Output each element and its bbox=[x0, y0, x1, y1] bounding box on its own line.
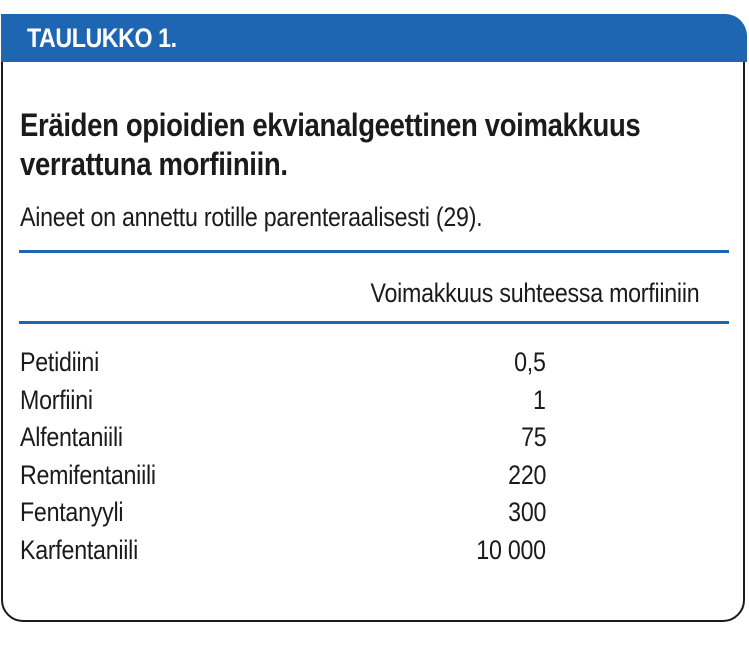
table-row: Alfentaniili 75 bbox=[20, 419, 546, 457]
opioid-name-cell: Alfentaniili bbox=[20, 422, 123, 452]
potency-value-cell: 10 000 bbox=[476, 534, 547, 565]
table-title-line-2: verrattuna morfiiniin. bbox=[20, 146, 288, 182]
opioid-name-cell: Petidiini bbox=[20, 347, 99, 377]
table-row: Petidiini 0,5 bbox=[20, 344, 546, 382]
header-rule-bottom bbox=[19, 321, 729, 324]
table-title-line-1: Eräiden opioidien ekvianalgeettinen voim… bbox=[20, 107, 641, 143]
potency-value-cell: 220 bbox=[508, 459, 546, 490]
table-row: Fentanyyli 300 bbox=[20, 494, 546, 532]
column-header-potency: Voimakkuus suhteessa morfiiniin bbox=[370, 278, 699, 308]
table-row: Morfiini 1 bbox=[20, 382, 546, 420]
table-row: Remifentaniili 220 bbox=[20, 457, 546, 495]
opioid-name-cell: Remifentaniili bbox=[20, 459, 156, 490]
table-subtitle: Aineet on annettu rotille parenteraalise… bbox=[20, 202, 483, 232]
table-row: Karfentaniili 10 000 bbox=[20, 532, 546, 570]
opioid-name-cell: Fentanyyli bbox=[20, 497, 124, 527]
table-tab-header: TAULUKKO 1. bbox=[1, 14, 747, 62]
table-title: Eräiden opioidien ekvianalgeettinen voim… bbox=[20, 106, 641, 184]
opioid-name-cell: Karfentaniili bbox=[20, 534, 138, 565]
potency-value-cell: 75 bbox=[520, 422, 547, 452]
table-number-label: TAULUKKO 1. bbox=[27, 22, 177, 53]
potency-value-cell: 1 bbox=[533, 384, 546, 415]
opioid-name-cell: Morfiini bbox=[20, 384, 93, 415]
header-rule-top bbox=[19, 250, 729, 253]
potency-value-cell: 0,5 bbox=[514, 347, 546, 377]
potency-value-cell: 300 bbox=[508, 497, 546, 527]
table-body: Petidiini 0,5 Morfiini 1 Alfentaniili 75… bbox=[20, 344, 546, 569]
